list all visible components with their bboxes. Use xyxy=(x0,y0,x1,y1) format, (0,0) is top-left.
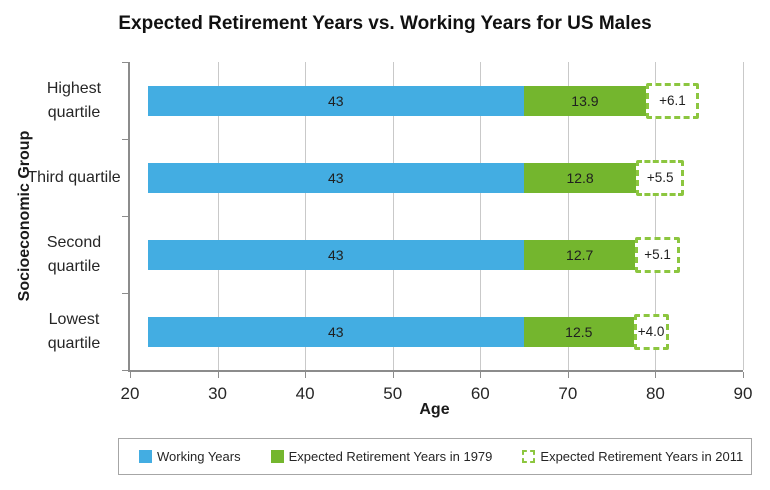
x-tick-label-60: 60 xyxy=(470,384,490,403)
bar-value-label: 43 xyxy=(327,169,344,186)
x-axis-tick-40 xyxy=(305,372,307,378)
x-axis-tick-90 xyxy=(743,372,744,378)
bar-segment-solid-blue: 43 xyxy=(147,85,525,116)
x-tick-label-80: 80 xyxy=(645,384,665,403)
x-axis-tick-30 xyxy=(217,372,219,378)
bar-row-4: Lowest quartile 43 12.5 +4.0 xyxy=(48,293,743,370)
y-axis-tick xyxy=(122,139,128,140)
bar-segment-solid-green: 12.5 xyxy=(524,316,634,347)
x-tick-label-30: 30 xyxy=(208,384,228,403)
bar-segment-dashed-outline: +5.5 xyxy=(636,159,685,196)
x-tick-label-40: 40 xyxy=(295,384,315,403)
legend-label: Expected Retirement Years in 1979 xyxy=(288,449,493,464)
bar-value-label: +5.5 xyxy=(646,170,674,185)
legend-label: Expected Retirement Years in 2011 xyxy=(540,449,744,464)
legend-item: Working Years xyxy=(139,449,241,464)
x-tick-label-20: 20 xyxy=(120,384,140,403)
x-axis-tick-80 xyxy=(655,372,657,378)
bar-value-label: 43 xyxy=(327,92,344,109)
y-axis-tick xyxy=(122,62,128,63)
bar-value-label: +5.1 xyxy=(644,247,671,262)
x-tick-label-70: 70 xyxy=(558,384,578,403)
bar-segment-solid-blue: 43 xyxy=(147,239,525,270)
y-axis-tick xyxy=(122,216,128,217)
bar-row-2: Third quartile 43 12.8 +5.5 xyxy=(27,139,743,216)
bar-row-3: Second quartile 43 12.7 +5.1 xyxy=(47,216,743,293)
bar-value-label: +6.1 xyxy=(659,93,686,108)
bar-segment-dashed-outline: +4.0 xyxy=(633,313,669,350)
bar-value-label: 43 xyxy=(327,246,344,263)
gridline-30 xyxy=(217,62,219,370)
bar-value-label: +4.0 xyxy=(637,324,665,339)
legend-swatch-dash-icon xyxy=(522,450,536,463)
legend-swatch-green-icon xyxy=(270,450,284,463)
x-axis-tick-50 xyxy=(392,372,394,378)
bar-segment-solid-blue: 43 xyxy=(147,316,525,347)
x-axis-title: Age xyxy=(419,401,450,418)
bar-value-label: 12.8 xyxy=(566,169,594,186)
gridline-50 xyxy=(392,62,394,370)
bar-segment-solid-green: 12.7 xyxy=(524,239,636,270)
gridline-40 xyxy=(305,62,307,370)
bar-value-label: 12.7 xyxy=(566,246,594,263)
gridline-90 xyxy=(743,62,744,370)
x-axis-tick-70 xyxy=(567,372,569,378)
bar-segment-solid-green: 12.8 xyxy=(524,162,637,193)
y-axis-tick xyxy=(122,370,128,371)
legend: Working Years Expected Retirement Years i… xyxy=(118,438,752,475)
x-axis-tick-60 xyxy=(480,372,482,378)
category-label: Lowest quartile xyxy=(47,310,101,352)
x-tick-label-90: 90 xyxy=(733,384,753,403)
chart-title: Expected Retirement Years vs. Working Ye… xyxy=(118,13,652,34)
gridline-60 xyxy=(480,62,482,370)
y-axis-tick xyxy=(122,293,128,294)
legend-label: Working Years xyxy=(157,449,241,464)
legend-item: Expected Retirement Years in 2011 xyxy=(522,449,743,464)
legend-swatch-blue-icon xyxy=(139,450,152,463)
bar-segment-dashed-outline: +5.1 xyxy=(635,236,680,273)
bar-row-1: Highest quartile 43 13.9 +6.1 xyxy=(47,62,743,139)
bar-value-label: 12.5 xyxy=(565,323,593,340)
bar-segment-dashed-outline: +6.1 xyxy=(645,82,700,119)
x-axis-tick-20 xyxy=(130,372,131,378)
category-label: Second quartile xyxy=(46,233,102,275)
x-tick-label-50: 50 xyxy=(383,384,403,403)
plot-area: 20 30 40 50 60 70 80 90 Highest quartile 43 13.9 +6… xyxy=(27,62,752,403)
legend-item: Expected Retirement Years in 1979 xyxy=(270,449,493,464)
bar-value-label: 43 xyxy=(327,323,344,340)
bar-value-label: 13.9 xyxy=(571,92,599,109)
category-label: Highest quartile xyxy=(46,79,102,121)
gridline-70 xyxy=(567,62,569,370)
gridline-80 xyxy=(655,62,657,370)
bar-segment-solid-blue: 43 xyxy=(147,162,525,193)
bar-segment-solid-green: 13.9 xyxy=(524,85,646,116)
category-label: Third quartile xyxy=(27,168,121,186)
